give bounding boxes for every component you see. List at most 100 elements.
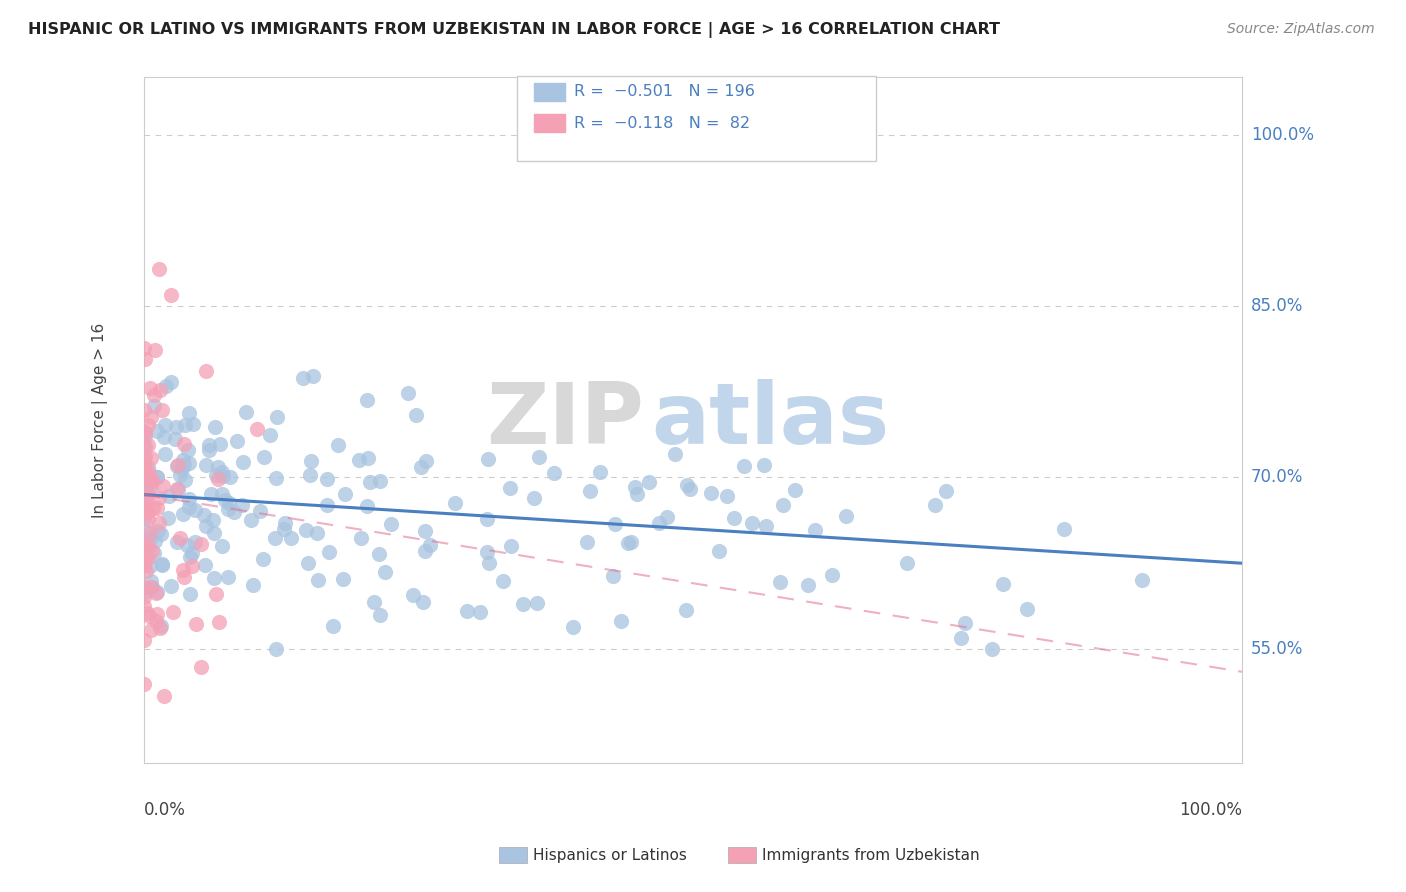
Point [605,517,627,532]
Point [561,620,583,634]
Point [141,409,163,424]
Point [411,460,433,475]
Point [783,483,806,498]
Point [198,438,221,452]
Point [195,518,218,533]
Point [380,517,402,532]
Point [153,430,176,444]
Point [205,467,228,482]
Point [655,510,678,524]
Point [166,419,188,434]
Point [149,383,172,397]
Point [217,502,239,516]
Point [444,496,467,510]
Point [155,379,177,393]
Point [202,571,225,585]
Point [134,500,156,514]
Point [176,538,198,552]
Point [637,475,659,490]
Point [172,462,194,476]
Point [184,503,207,517]
Point [146,524,169,538]
Point [150,403,173,417]
Point [179,587,201,601]
Point [322,618,344,632]
Text: Immigrants from Uzbekistan: Immigrants from Uzbekistan [762,848,980,863]
Point [335,487,357,501]
Point [733,458,755,473]
Point [138,465,160,479]
Point [412,594,434,608]
Text: ZIP: ZIP [485,379,644,462]
Point [179,550,201,565]
Text: 55.0%: 55.0% [1251,640,1303,658]
Point [134,471,156,485]
Point [143,547,166,561]
Point [456,604,478,618]
Point [132,456,155,470]
Point [207,472,229,486]
Point [332,573,354,587]
Point [134,599,156,613]
Point [225,434,247,448]
Point [134,458,156,473]
Point [139,580,162,594]
Text: 100.0%: 100.0% [1180,801,1241,819]
Point [266,409,288,424]
Point [235,405,257,419]
Point [207,460,229,475]
Point [156,511,179,525]
Point [212,469,235,483]
Point [132,403,155,417]
Point [132,677,155,691]
Point [475,545,498,559]
Point [177,443,200,458]
Point [263,532,285,546]
Point [368,475,391,489]
Point [153,418,176,433]
Point [134,542,156,557]
Point [173,417,195,432]
Point [273,522,295,536]
Point [949,631,972,645]
Point [217,570,239,584]
Point [134,425,156,440]
Point [148,262,170,277]
Point [252,552,274,566]
Point [172,507,194,521]
Point [166,482,188,496]
Point [363,595,385,609]
Point [204,420,226,434]
Point [141,623,163,637]
Point [132,552,155,566]
Point [527,450,550,464]
Point [723,511,745,525]
Point [139,558,162,573]
Point [181,558,204,573]
Point [396,385,419,400]
Point [755,519,778,533]
Point [675,603,697,617]
Point [134,537,156,551]
Point [181,546,204,560]
Point [259,428,281,442]
Point [405,408,427,422]
Point [150,558,173,572]
Point [132,453,155,467]
Text: atlas: atlas [651,379,890,462]
Point [835,509,858,524]
Point [492,574,515,589]
Point [326,438,349,452]
Point [499,539,522,553]
Point [132,341,155,355]
Point [149,622,172,636]
Point [512,598,534,612]
Point [138,525,160,540]
Point [347,452,370,467]
Point [139,473,162,487]
Point [232,455,254,469]
Text: 70.0%: 70.0% [1251,468,1303,486]
Point [245,422,267,436]
Point [136,460,159,475]
Point [160,375,183,389]
